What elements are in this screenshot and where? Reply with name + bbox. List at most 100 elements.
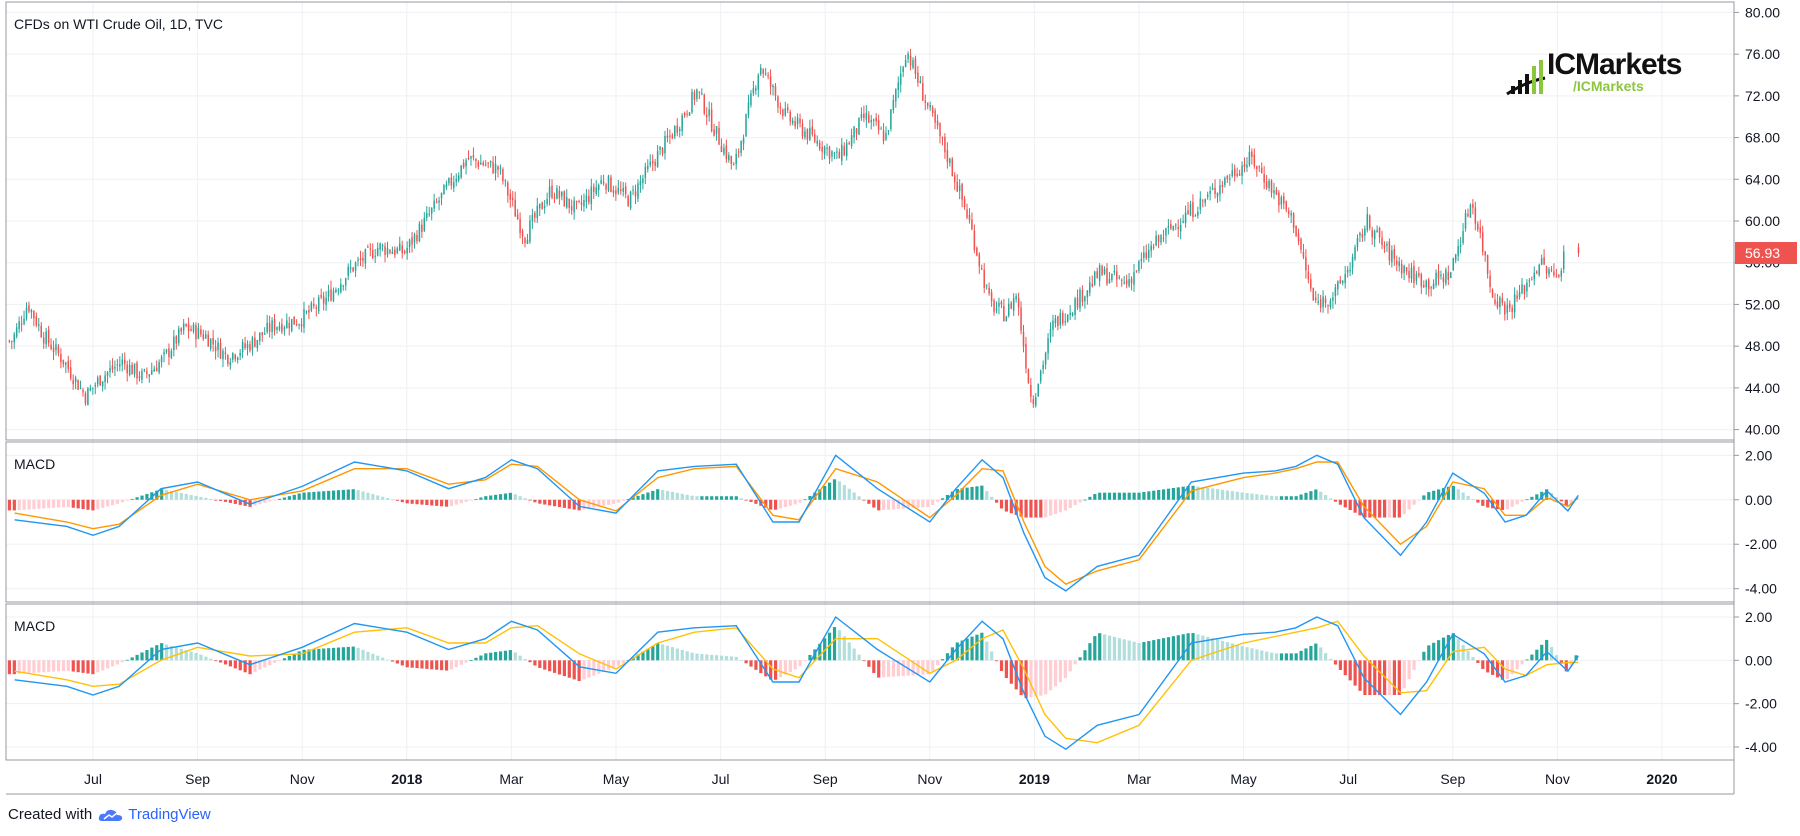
histogram-bar [32,499,36,510]
candle-body [222,350,224,360]
histogram-bar [489,495,493,500]
candle-body [219,343,222,359]
histogram-bar [616,499,621,503]
candle-body [703,94,706,114]
histogram-bar [1088,496,1092,500]
candle-body [477,161,480,167]
candle-body [558,190,561,198]
candle-body [818,142,821,150]
candle-body [175,336,178,344]
candle-body [998,302,1000,307]
candle-body [745,114,747,137]
histogram-bar [1093,636,1097,661]
histogram-bar [837,481,842,500]
candle-body [197,327,200,339]
footer-tradingview-link[interactable]: TradingView [128,806,211,823]
histogram-bar [395,499,400,501]
histogram-bar [1378,499,1382,518]
histogram-bar [597,499,601,507]
histogram-bar [783,499,788,508]
candle-body [263,333,266,335]
candle-body [882,130,885,142]
candle-body [1140,258,1143,261]
candle-body [266,322,268,333]
candle-body [89,388,92,391]
candle-body [580,202,583,205]
candle-body [1233,168,1236,177]
histogram-bar [1093,494,1097,500]
candle-body [1071,313,1074,316]
histogram-bar [1044,660,1048,695]
candle-body [534,212,536,218]
histogram-bar [965,487,969,500]
candle-body [1361,234,1364,238]
histogram-bar [1525,659,1529,661]
candle-body [281,323,283,332]
candle-body [723,147,725,154]
candle-body [128,364,131,376]
histogram-bar [1535,494,1539,500]
histogram-bar [327,490,331,500]
candle-body [814,134,816,142]
histogram-bar [985,641,989,661]
histogram-bar [1098,492,1102,500]
candle-body [828,146,831,159]
histogram-bar [140,495,144,500]
candle-body [1351,256,1354,268]
histogram-bar [331,490,336,500]
candle-body [583,200,585,207]
candle-body [845,142,848,157]
histogram-bar [120,660,124,663]
x-tick-label: Mar [499,771,523,787]
candle-body [1120,279,1123,281]
candle-body [67,360,70,369]
candle-body [1138,261,1140,271]
histogram-bar [1441,488,1446,500]
histogram-bar [1235,644,1239,661]
candle-body [1396,260,1398,265]
histogram-bar [12,660,16,675]
histogram-bar [1368,660,1372,695]
candle-body [639,181,642,186]
histogram-bar [184,650,188,661]
histogram-bar [896,499,900,510]
candle-body [376,247,379,256]
histogram-bar [1068,660,1072,672]
candle-body [28,305,30,312]
histogram-bar [435,660,439,670]
candle-body [588,196,590,203]
candle-body [1533,272,1536,280]
icmarkets-logo: ICMarkets /ICMarkets [1505,48,1682,96]
histogram-bar [1495,660,1500,678]
candle-body [1378,227,1381,238]
price-axis[interactable]: 40.0044.0048.0052.0056.0060.0064.0068.00… [1734,4,1797,755]
histogram-bar [1083,650,1087,661]
histogram-bar [744,660,748,664]
histogram-bar [341,647,345,661]
candle-body [732,164,735,166]
candle-body [371,250,374,259]
histogram-bar [1058,660,1063,683]
candle-body [475,158,477,161]
histogram-bar [567,499,571,509]
histogram-bar [258,660,262,670]
candle-body [1462,231,1464,243]
candle-body [40,325,43,338]
candle-body [1337,281,1339,290]
histogram-bar [179,493,183,500]
candle-body [1256,166,1258,170]
candle-body [57,346,60,354]
histogram-bar [1549,647,1554,661]
histogram-bar [130,498,134,500]
candle-body [1430,287,1432,289]
histogram-bar [823,485,827,500]
histogram-bar [641,651,645,661]
candle-body [860,114,863,118]
candle-body [406,247,408,254]
candle-body [1317,301,1319,303]
candle-body [936,120,939,126]
histogram-bar [292,653,296,661]
histogram-bar [469,660,473,661]
time-axis[interactable]: Jul Sep Nov 2018 Mar May Jul Sep Nov 2019 Mar May Ju… [84,771,1678,787]
histogram-bar [405,660,409,668]
